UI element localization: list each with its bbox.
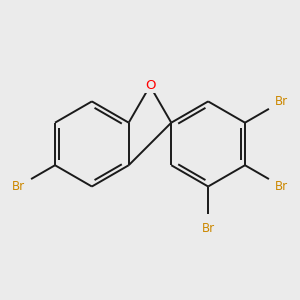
Text: Br: Br bbox=[12, 180, 26, 193]
Text: Br: Br bbox=[202, 222, 215, 235]
Text: O: O bbox=[145, 79, 155, 92]
Text: Br: Br bbox=[274, 180, 288, 193]
Text: Br: Br bbox=[274, 95, 288, 108]
